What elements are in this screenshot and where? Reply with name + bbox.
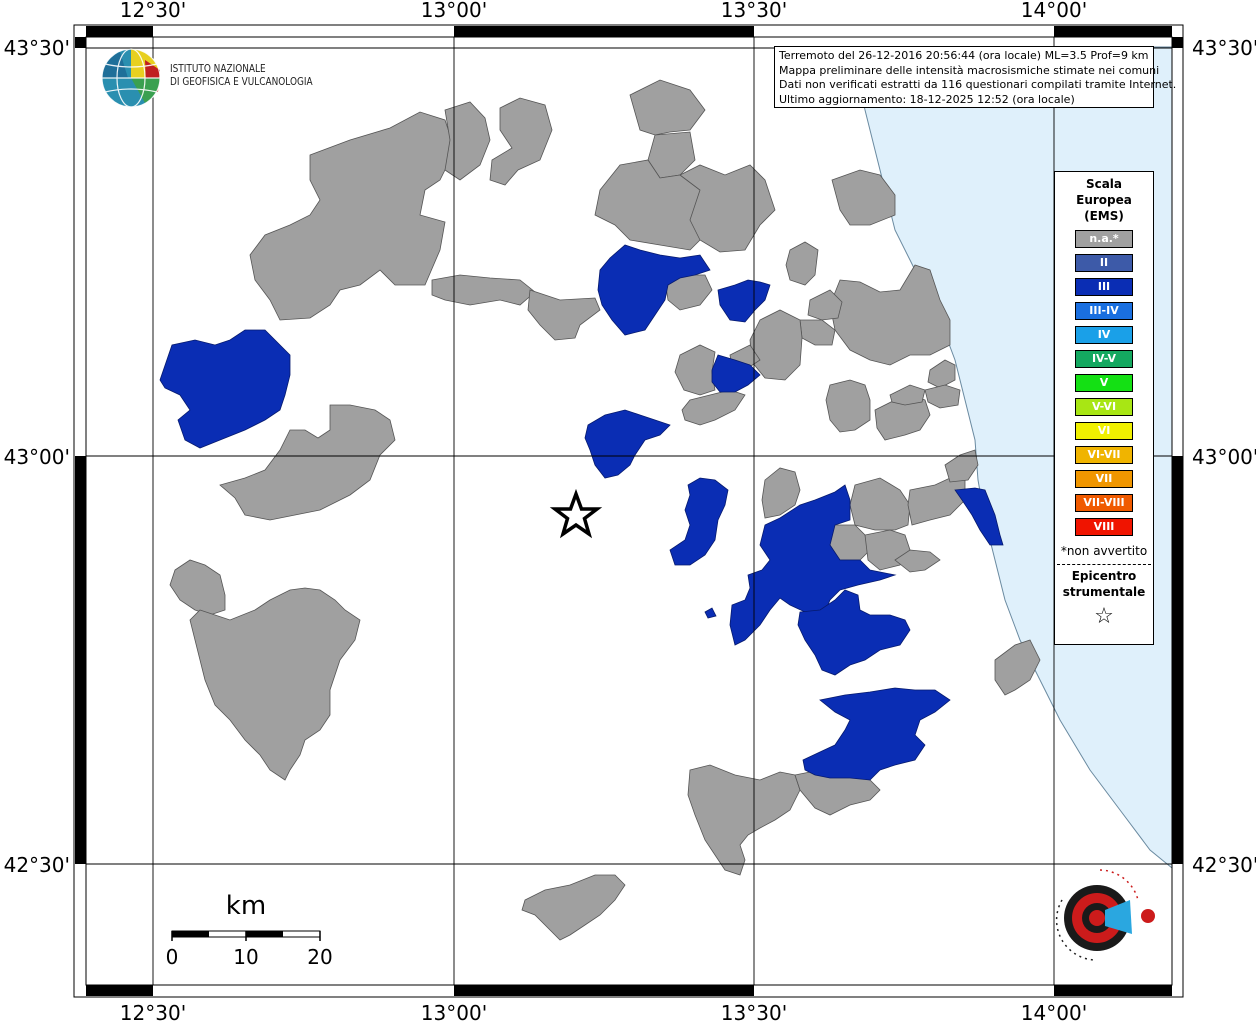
ingv-logo-icon (101, 48, 161, 108)
legend-title-line3: (EMS) (1084, 209, 1124, 223)
lat-label-left-4330: 43°30' (4, 36, 70, 60)
legend-title-line2: Europea (1076, 193, 1132, 207)
lon-label-top-1330: 13°30' (721, 0, 787, 22)
legend-item: VII-VIII (1075, 494, 1133, 512)
event-info-line4: Ultimo aggiornamento: 18-12-2025 12:52 (… (779, 92, 1075, 106)
municipalities-not-felt (169, 79, 1041, 941)
lat-label-left-4230: 42°30' (4, 853, 70, 877)
scale-tick-20: 20 (307, 945, 332, 969)
lat-label-left-4300: 43°00' (4, 445, 70, 469)
institute-name-line2: DI GEOFISICA E VULCANOLOGIA (170, 76, 313, 88)
legend-item: VI-VII (1075, 446, 1133, 464)
graticule (86, 37, 1172, 985)
legend-item: n.a.* (1075, 230, 1133, 248)
map-frame-bars (75, 26, 1183, 996)
scale-tick-0: 0 (166, 945, 179, 969)
legend-item: V (1075, 374, 1133, 392)
event-info-box: Terremoto del 26-12-2016 20:56:44 (ora l… (774, 46, 1177, 108)
legend-item: V-VI (1075, 398, 1133, 416)
legend-epicenter-line2: strumentale (1062, 585, 1146, 599)
legend-item: IV (1075, 326, 1133, 344)
lon-label-bottom-1300: 13°00' (421, 1001, 487, 1024)
haisentito-logo-icon (1055, 869, 1155, 961)
epicenter-star-icon (549, 488, 603, 539)
legend-items: n.a.* II III III-IV IV IV-V V V-VI VI VI-VII VII VI… (1055, 230, 1153, 536)
legend-star-icon: ☆ (1094, 604, 1114, 629)
lat-label-right-4330: 43°30' (1192, 36, 1256, 60)
municipalities-intensity-iii (159, 244, 1004, 781)
scale-tick-10: 10 (233, 945, 258, 969)
lon-label-top-1300: 13°00' (421, 0, 487, 22)
ems-legend: Scala Europea (EMS) n.a.* II III III-IV IV IV… (1054, 171, 1154, 645)
legend-title-line1: Scala (1085, 177, 1123, 191)
legend-epicenter-label: Epicentro strumentale (1055, 568, 1153, 600)
scale-unit-label: km (226, 891, 266, 921)
lon-label-bottom-1330: 13°30' (721, 1001, 787, 1024)
event-info-line1: Terremoto del 26-12-2016 20:56:44 (ora l… (779, 49, 1149, 62)
event-info-line3: Dati non verificati estratti da 116 ques… (779, 78, 1177, 91)
legend-divider (1057, 564, 1151, 565)
legend-item: VI (1075, 422, 1133, 440)
legend-note: *non avvertito (1060, 544, 1148, 558)
lat-label-right-4300: 43°00' (1192, 445, 1256, 469)
institute-name-line1: ISTITUTO NAZIONALE (170, 63, 266, 75)
scale-bar (171, 930, 321, 941)
legend-item: II (1075, 254, 1133, 272)
lon-label-top-1230: 12°30' (120, 0, 186, 22)
legend-item: IV-V (1075, 350, 1133, 368)
legend-epicenter-line1: Epicentro (1071, 569, 1137, 583)
legend-item: VIII (1075, 518, 1133, 536)
legend-item: III-IV (1075, 302, 1133, 320)
legend-title: Scala Europea (EMS) (1055, 176, 1153, 224)
event-info-line2: Mappa preliminare delle intensità macros… (779, 63, 1160, 77)
institute-name: ISTITUTO NAZIONALE DI GEOFISICA E VULCAN… (170, 63, 313, 89)
lon-label-bottom-1400: 14°00' (1021, 1001, 1087, 1024)
lon-label-top-1400: 14°00' (1021, 0, 1087, 22)
legend-item: VII (1075, 470, 1133, 488)
lat-label-right-4230: 42°30' (1192, 853, 1256, 877)
legend-item: III (1075, 278, 1133, 296)
lon-label-bottom-1230: 12°30' (120, 1001, 186, 1024)
